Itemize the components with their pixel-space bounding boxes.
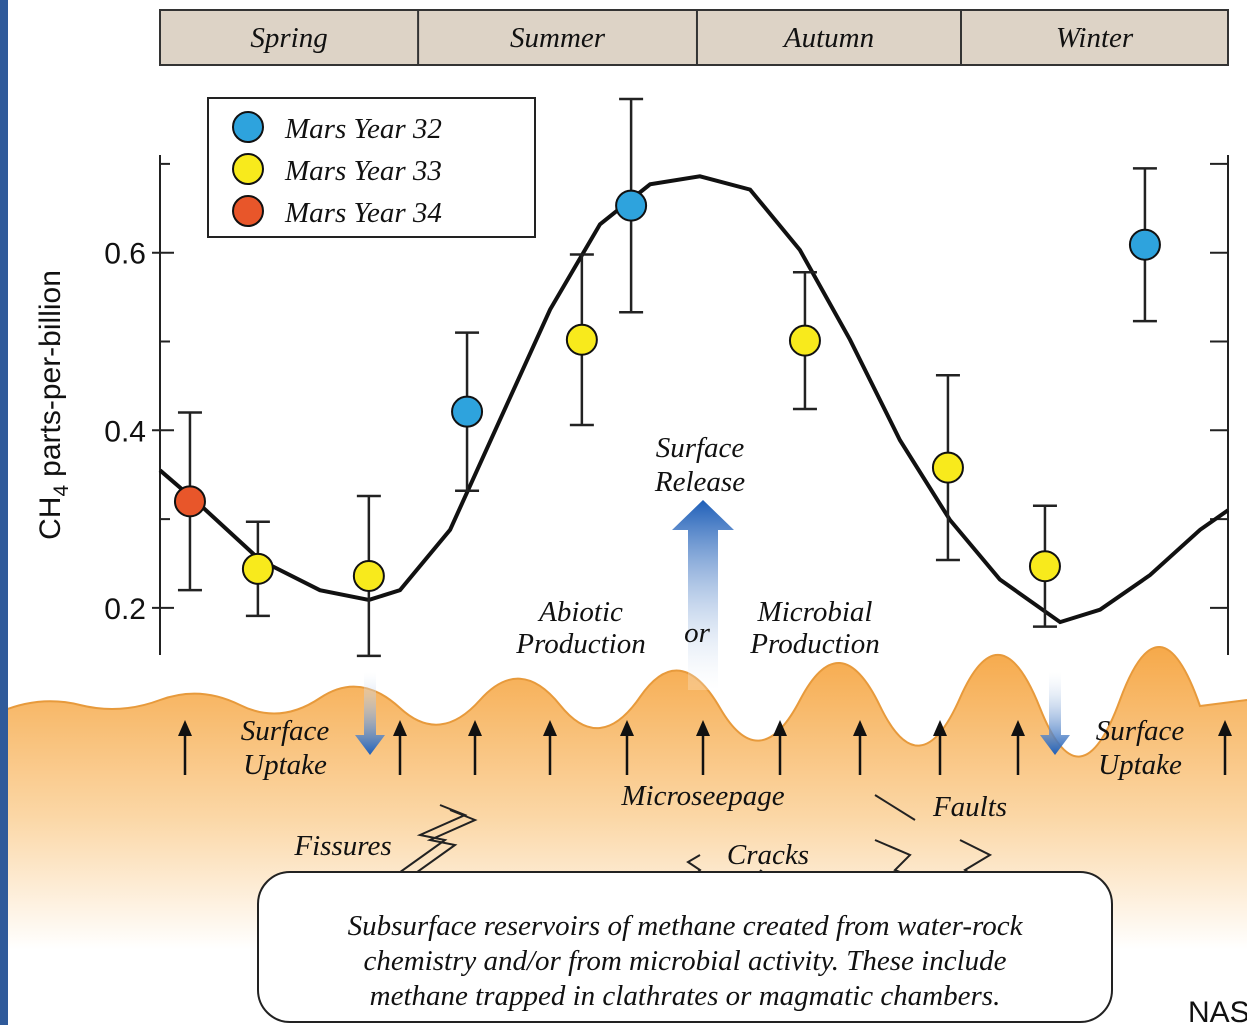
data-point <box>931 451 964 484</box>
data-point <box>451 395 484 428</box>
annotation: Production <box>749 628 879 660</box>
annotation: Fissures <box>293 830 391 862</box>
seep-arrow-head <box>773 720 787 736</box>
annotation: Subsurface reservoirs of methane created… <box>348 910 1024 942</box>
season-label: Autumn <box>782 22 874 54</box>
legend-marker <box>232 153 264 185</box>
annotation: Cracks <box>727 839 809 871</box>
annotation: chemistry and/or from microbial activity… <box>364 945 1007 977</box>
annotation: Abiotic <box>537 596 623 628</box>
legend-label: Mars Year 33 <box>284 155 442 187</box>
annotation: Surface <box>241 715 330 747</box>
annotation: Production <box>515 628 645 660</box>
annotation: Surface <box>1096 715 1185 747</box>
data-point <box>352 559 385 592</box>
y-label-sub: 4 <box>50 485 73 497</box>
fit-curve <box>158 174 1230 625</box>
seep-arrow-head <box>393 720 407 736</box>
seep-arrow-head <box>933 720 947 736</box>
data-point <box>565 323 598 356</box>
legend-label: Mars Year 32 <box>284 113 442 145</box>
annotation: Faults <box>932 791 1007 823</box>
annotation: Uptake <box>243 749 327 781</box>
y-tick-label: 0.6 <box>104 238 146 271</box>
seep-arrow-head <box>696 720 710 736</box>
side-bar <box>0 0 8 1025</box>
y-axis-label: CH4 parts-per-billion <box>34 270 73 540</box>
seep-arrow-head <box>620 720 634 736</box>
seep-arrow-head <box>468 720 482 736</box>
seep-arrow-head <box>1218 720 1232 736</box>
annotation: Microbial <box>757 596 873 628</box>
y-label-rest: parts-per-billion <box>34 270 67 477</box>
seepage-arrows <box>178 720 1232 775</box>
uptake-arrow <box>355 672 385 755</box>
reservoir-box <box>257 871 1113 1023</box>
data-point <box>173 485 206 518</box>
y-label-main: CH <box>34 497 67 540</box>
data-point <box>241 552 274 585</box>
data-point <box>1128 228 1161 261</box>
annotation: or <box>684 617 711 649</box>
legend-marker <box>232 195 264 227</box>
data-point <box>1028 550 1061 583</box>
credit: NASA/ <box>1188 996 1247 1025</box>
season-label: Summer <box>510 22 606 54</box>
legend-label: Mars Year 34 <box>284 197 442 229</box>
season-header <box>159 9 1229 66</box>
ground-edge <box>0 646 1247 758</box>
seep-arrow-head <box>1011 720 1025 736</box>
y-tick-label: 0.4 <box>104 415 146 448</box>
seep-arrow-head <box>178 720 192 736</box>
annotation: Microseepage <box>620 780 784 812</box>
data-point <box>615 189 648 222</box>
release-arrow <box>672 500 734 690</box>
annotation: Release <box>654 466 745 498</box>
uptake-arrow <box>1040 672 1070 755</box>
season-label: Winter <box>1056 22 1134 54</box>
seep-arrow-head <box>543 720 557 736</box>
season-label: Spring <box>250 22 327 54</box>
legend-marker <box>232 111 264 143</box>
annotation: Surface <box>656 432 745 464</box>
seep-arrow-head <box>853 720 867 736</box>
data-point <box>788 324 821 357</box>
annotation: methane trapped in clathrates or magmati… <box>370 980 1001 1012</box>
y-tick-label: 0.2 <box>104 593 146 626</box>
annotation: Uptake <box>1098 749 1182 781</box>
